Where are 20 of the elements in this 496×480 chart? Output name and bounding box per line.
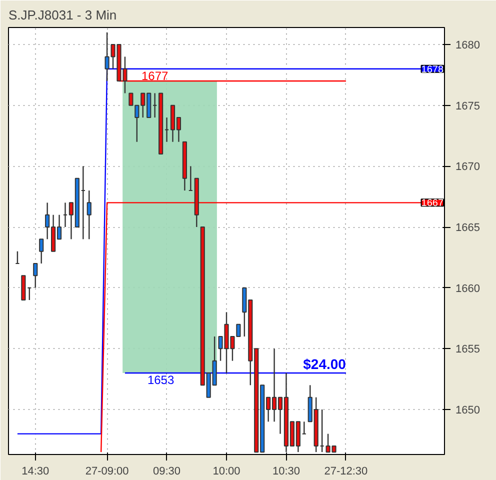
x-tick-label: 09:30 bbox=[153, 466, 181, 478]
annotation: 1653 bbox=[147, 372, 174, 387]
candlestick bbox=[86, 190, 92, 240]
annotation: $24.00 bbox=[303, 356, 346, 372]
y-tick-label: 1665 bbox=[456, 222, 480, 234]
y-tick-label: 1655 bbox=[456, 344, 480, 356]
y-tick-label: 1680 bbox=[456, 40, 480, 52]
chart-title: S.JP.J8031 - 3 Min bbox=[8, 8, 117, 22]
x-tick-label: 14:30 bbox=[22, 466, 50, 478]
y-tick-label: 1670 bbox=[456, 161, 480, 174]
candlestick bbox=[39, 238, 44, 264]
y-tick-label: 1675 bbox=[456, 100, 480, 112]
x-tick-label: 27-12:30 bbox=[324, 466, 368, 478]
annotation: 1677 bbox=[141, 69, 169, 84]
x-tick-label: 10:30 bbox=[272, 466, 300, 478]
x-tick-label: 10:00 bbox=[212, 466, 240, 478]
candlestick bbox=[33, 262, 38, 288]
y-tick-label: 1660 bbox=[456, 282, 480, 295]
x-tick-label: 27-09:00 bbox=[85, 466, 129, 478]
y-tick-label: 1650 bbox=[456, 404, 480, 416]
